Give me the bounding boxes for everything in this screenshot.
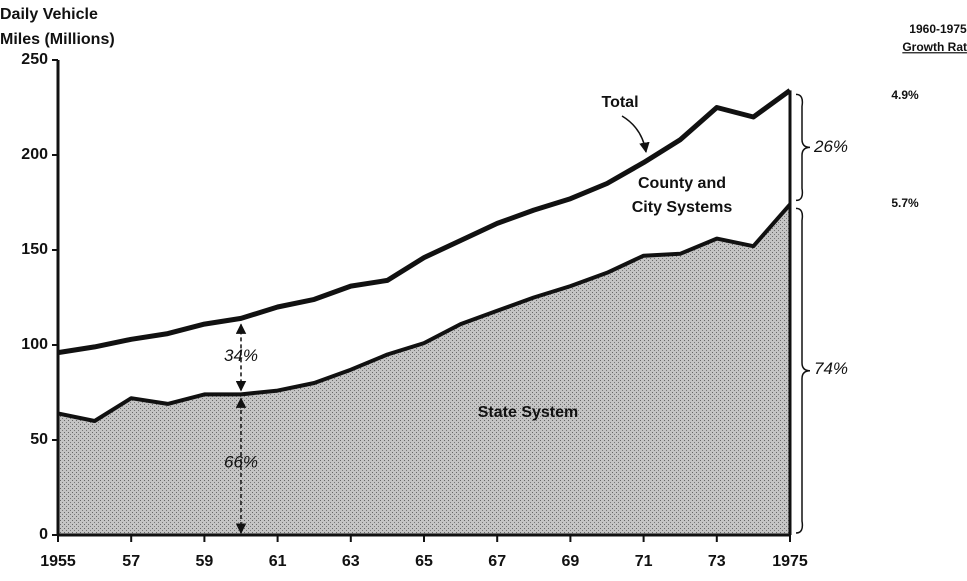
y-tick-label: 0 bbox=[39, 526, 48, 543]
legend-state: State System bbox=[478, 404, 579, 421]
brace bbox=[795, 93, 811, 202]
y-tick-label: 250 bbox=[21, 51, 48, 68]
x-tick-label: 65 bbox=[415, 553, 433, 570]
share-label: 74% bbox=[814, 359, 848, 378]
brace bbox=[795, 207, 811, 534]
growth-rate: 4.9% bbox=[891, 88, 919, 102]
share-label: 66% bbox=[224, 452, 258, 471]
y-tick-label: 150 bbox=[21, 241, 48, 258]
x-tick-label: 67 bbox=[488, 553, 506, 570]
total-pointer bbox=[621, 115, 650, 154]
x-tick-label: 63 bbox=[342, 553, 360, 570]
x-tick-label: 1975 bbox=[772, 553, 808, 570]
growth-title: Growth Rate bbox=[902, 40, 967, 54]
line-total bbox=[57, 88, 792, 356]
x-tick-label: 73 bbox=[708, 553, 726, 570]
county-label: City Systems bbox=[632, 199, 733, 216]
x-tick-label: 1955 bbox=[40, 553, 76, 570]
x-tick-label: 59 bbox=[196, 553, 214, 570]
y-tick-label: 100 bbox=[21, 336, 48, 353]
share-label: 26% bbox=[813, 137, 848, 156]
growth-rate: 5.7% bbox=[891, 196, 919, 210]
y-axis-label: Miles (Millions) bbox=[0, 31, 115, 48]
y-tick-label: 50 bbox=[30, 431, 48, 448]
growth-title: 1960-1975 bbox=[909, 22, 967, 36]
share-label: 34% bbox=[224, 346, 258, 365]
county-label: County and bbox=[638, 175, 726, 192]
y-tick-label: 200 bbox=[21, 146, 48, 163]
x-tick-label: 57 bbox=[122, 553, 140, 570]
line-state bbox=[57, 203, 792, 423]
y-axis-label: Daily Vehicle bbox=[0, 6, 98, 23]
x-tick-label: 69 bbox=[562, 553, 580, 570]
x-tick-label: 61 bbox=[269, 553, 287, 570]
x-tick-label: 71 bbox=[635, 553, 653, 570]
legend-total: Total bbox=[601, 94, 638, 111]
